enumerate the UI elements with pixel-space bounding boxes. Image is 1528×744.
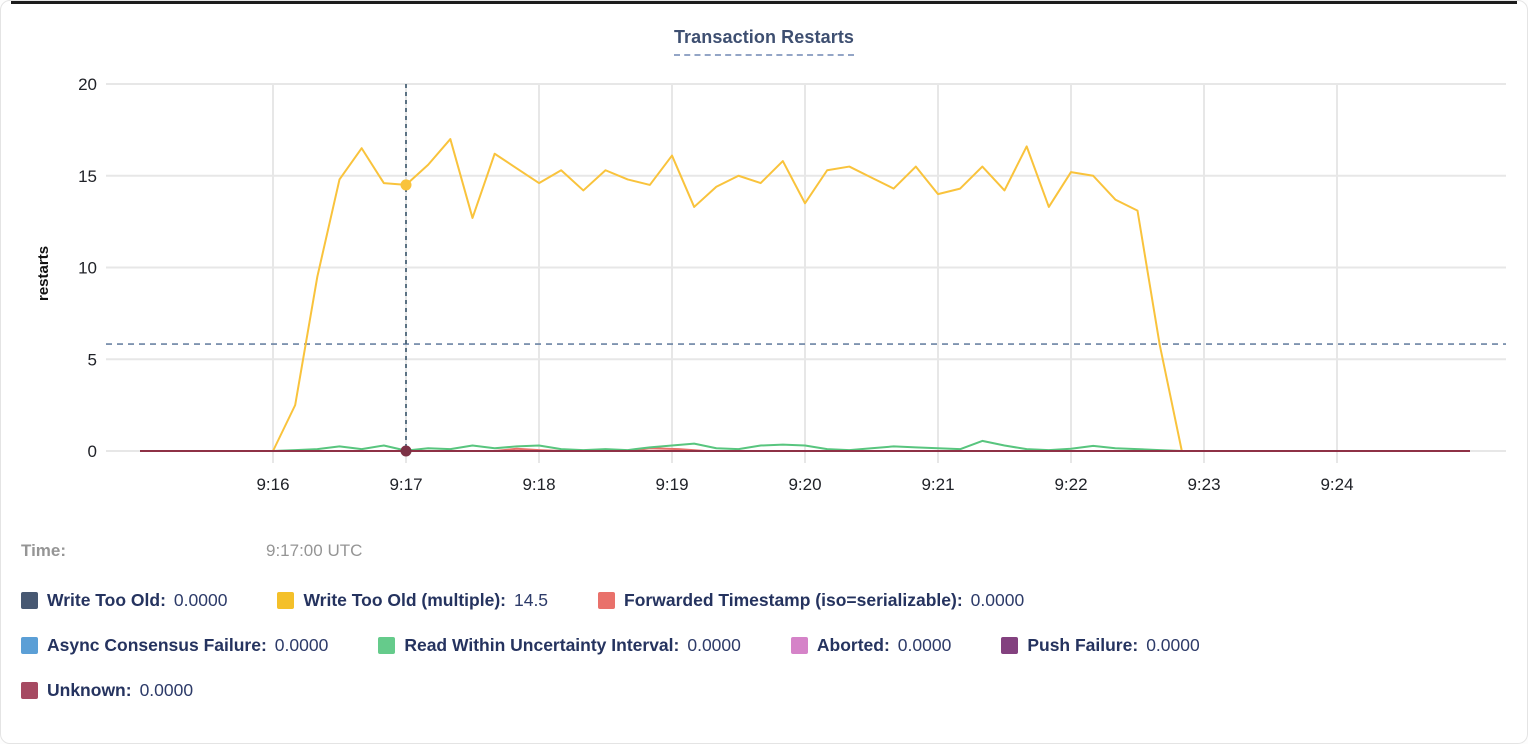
legend-swatch-icon bbox=[21, 681, 38, 699]
legend-label: Push Failure: bbox=[1027, 634, 1139, 655]
legend-item: Aborted: 0.0000 bbox=[790, 634, 952, 656]
legend-swatch-icon bbox=[790, 636, 808, 654]
legend-value: 0.0000 bbox=[897, 634, 952, 655]
x-tick-label: 9:21 bbox=[921, 475, 954, 494]
time-label: Time: bbox=[21, 541, 67, 560]
legend-label: Aborted: bbox=[816, 634, 890, 655]
legend-item: Read Within Uncertainty Interval: 0.0000 bbox=[378, 635, 741, 656]
legend-label: Write Too Old (multiple): bbox=[303, 589, 506, 610]
legend-item: Push Failure: 0.0000 bbox=[1001, 634, 1200, 656]
x-tick-label: 9:16 bbox=[256, 475, 289, 494]
legend-item: Forwarded Timestamp (iso=serializable): 0… bbox=[598, 590, 1024, 611]
x-tick-label: 9:24 bbox=[1320, 475, 1353, 494]
legend-row: Unknown: 0.0000 bbox=[21, 678, 1517, 702]
legend-swatch-icon bbox=[21, 591, 38, 609]
series-line bbox=[272, 138, 1183, 452]
legend-swatch-icon bbox=[598, 591, 616, 609]
chart-legend: Write Too Old: 0.0000 Write Too Old (multi… bbox=[21, 588, 1517, 723]
y-tick-label: 15 bbox=[78, 167, 97, 186]
chart-title[interactable]: Transaction Restarts bbox=[673, 27, 855, 56]
legend-value: 0.0000 bbox=[1146, 634, 1200, 655]
legend-label: Unknown: bbox=[47, 679, 132, 700]
time-value: 9:17:00 UTC bbox=[266, 541, 363, 560]
legend-swatch-icon bbox=[378, 636, 396, 654]
y-tick-label: 5 bbox=[88, 350, 97, 369]
legend-row: Write Too Old: 0.0000 Write Too Old (multi… bbox=[21, 588, 1517, 612]
window-top-border bbox=[11, 1, 1517, 4]
legend-swatch-icon bbox=[277, 591, 295, 609]
legend-label: Forwarded Timestamp (iso=serializable): bbox=[624, 589, 963, 610]
crosshair-dot bbox=[400, 179, 412, 191]
legend-swatch-icon bbox=[1001, 636, 1019, 654]
legend-value: 0.0000 bbox=[274, 634, 329, 655]
legend-value: 0.0000 bbox=[139, 679, 194, 700]
x-tick-label: 9:17 bbox=[389, 475, 422, 494]
legend-value: 14.5 bbox=[513, 589, 549, 610]
legend-row: Async Consensus Failure: 0.0000 Read Withi… bbox=[21, 633, 1517, 657]
y-tick-label: 0 bbox=[88, 442, 97, 461]
x-tick-label: 9:20 bbox=[788, 475, 821, 494]
legend-value: 0.0000 bbox=[173, 589, 228, 610]
x-tick-label: 9:19 bbox=[655, 475, 688, 494]
legend-item: Async Consensus Failure: 0.0000 bbox=[21, 635, 328, 656]
y-tick-label: 20 bbox=[78, 75, 97, 94]
x-tick-label: 9:23 bbox=[1187, 475, 1220, 494]
legend-item: Unknown: 0.0000 bbox=[21, 680, 193, 701]
x-tick-label: 9:18 bbox=[522, 475, 555, 494]
legend-value: 0.0000 bbox=[970, 589, 1025, 610]
legend-swatch-icon bbox=[21, 636, 38, 654]
hover-time-row: Time: 9:17:00 UTC bbox=[21, 541, 362, 561]
legend-label: Read Within Uncertainty Interval: bbox=[404, 634, 680, 655]
y-tick-label: 10 bbox=[78, 259, 97, 278]
legend-label: Write Too Old: bbox=[47, 589, 166, 610]
legend-label: Async Consensus Failure: bbox=[47, 634, 267, 655]
chart-header: Transaction Restarts bbox=[1, 27, 1527, 56]
x-tick-label: 9:22 bbox=[1054, 475, 1087, 494]
legend-value: 0.0000 bbox=[687, 634, 741, 655]
legend-item: Write Too Old (multiple): 14.5 bbox=[277, 590, 548, 611]
series-line bbox=[272, 439, 1182, 452]
crosshair-dot bbox=[400, 445, 412, 457]
legend-item: Write Too Old: 0.0000 bbox=[21, 590, 227, 611]
